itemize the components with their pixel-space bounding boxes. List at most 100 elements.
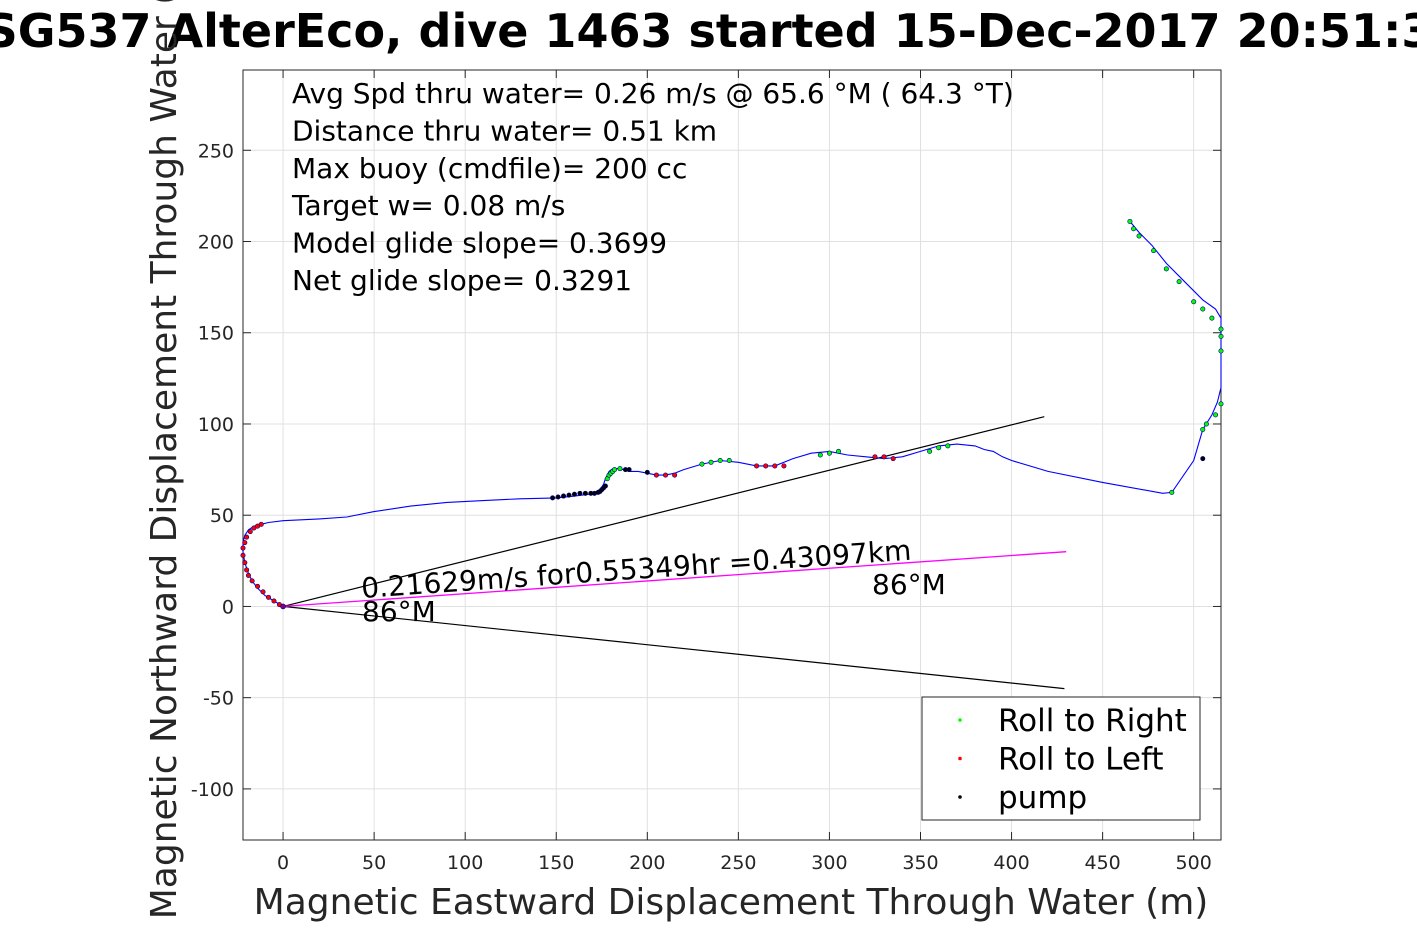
chart-title: SG537 AlterEco, dive 1463 started 15-Dec… xyxy=(0,4,1417,58)
roll-left-point xyxy=(242,560,248,566)
roll-right-point xyxy=(1218,401,1224,407)
pump-point xyxy=(626,467,632,473)
x-axis-label: Magnetic Eastward Displacement Through W… xyxy=(254,882,1209,923)
roll-right-point xyxy=(1151,248,1157,254)
legend-marker xyxy=(958,718,962,722)
y-tick-label: 50 xyxy=(210,505,234,527)
roll-left-point xyxy=(872,454,878,460)
x-tick-label: 200 xyxy=(629,852,665,874)
start-point xyxy=(280,603,286,610)
x-tick-label: 100 xyxy=(447,852,483,874)
roll-left-point xyxy=(244,534,250,540)
roll-right-point xyxy=(612,467,618,473)
roll-left-point xyxy=(890,456,896,462)
pump-point xyxy=(550,495,556,501)
roll-right-point xyxy=(617,466,623,472)
y-tick-label: -100 xyxy=(191,779,234,801)
y-tick-label: 200 xyxy=(198,232,234,254)
roll-right-point xyxy=(1218,333,1224,339)
x-tick-label: 450 xyxy=(1084,852,1120,874)
x-tick-label: 50 xyxy=(362,852,386,874)
roll-left-point xyxy=(781,463,787,469)
roll-right-point xyxy=(1136,233,1142,239)
x-tick-label: 150 xyxy=(538,852,574,874)
roll-right-point xyxy=(1200,306,1206,312)
cone-upper-line xyxy=(282,416,1045,607)
roll-right-point xyxy=(708,459,714,465)
pump-point xyxy=(566,492,572,498)
y-tick-label: 150 xyxy=(198,323,234,345)
x-tick-label: 500 xyxy=(1176,852,1212,874)
roll-left-point xyxy=(271,598,277,604)
roll-left-point xyxy=(265,594,271,600)
roll-right-point xyxy=(1169,489,1175,495)
pump-point xyxy=(561,493,567,499)
roll-left-point xyxy=(249,578,255,584)
x-tick-label: 0 xyxy=(277,852,289,874)
heading-line xyxy=(283,551,1067,608)
legend-box xyxy=(921,696,1201,821)
pump-point xyxy=(644,469,650,475)
roll-left-point xyxy=(258,521,264,527)
roll-right-point xyxy=(1191,299,1197,305)
info-line: Avg Spd thru water= 0.26 m/s @ 65.6 °M (… xyxy=(292,77,1014,110)
roll-right-point xyxy=(1218,348,1224,354)
pump-point xyxy=(555,494,561,500)
roll-left-point xyxy=(245,572,251,578)
roll-right-point xyxy=(817,452,823,458)
info-line: Model glide slope= 0.3699 xyxy=(292,227,667,260)
roll-left-point xyxy=(260,589,266,595)
heading-start-label: 86°M xyxy=(362,595,436,628)
roll-left-point xyxy=(255,583,261,589)
roll-right-point xyxy=(826,450,832,456)
roll-left-point xyxy=(240,545,246,551)
roll-left-point xyxy=(754,463,760,469)
roll-right-point xyxy=(1163,266,1169,272)
y-axis-label: Magnetic Northward Displacement Through … xyxy=(144,0,185,919)
pump-point xyxy=(582,490,588,496)
x-tick-label: 400 xyxy=(993,852,1029,874)
pump-point xyxy=(1200,456,1206,462)
info-line: Distance thru water= 0.51 km xyxy=(292,114,717,147)
data-markers xyxy=(240,218,1224,610)
roll-right-point xyxy=(1131,226,1137,232)
roll-right-point xyxy=(1213,412,1219,418)
roll-left-point xyxy=(653,472,659,478)
legend-label: Roll to Right xyxy=(998,703,1187,739)
roll-right-point xyxy=(945,443,951,449)
roll-right-point xyxy=(717,457,723,463)
legend-label: Roll to Left xyxy=(998,742,1164,778)
cone-lower-line xyxy=(283,605,1065,690)
y-tick-label: 0 xyxy=(222,596,234,618)
roll-right-point xyxy=(1127,218,1133,224)
info-line: Max buoy (cmdfile)= 200 cc xyxy=(292,152,687,185)
x-tick-label: 250 xyxy=(720,852,756,874)
roll-left-point xyxy=(244,567,250,573)
roll-right-point xyxy=(1203,421,1209,427)
roll-left-point xyxy=(881,454,887,460)
pump-point xyxy=(571,491,577,497)
roll-right-point xyxy=(1200,426,1206,432)
x-tick-label: 300 xyxy=(811,852,847,874)
y-tick-label: -50 xyxy=(203,688,234,710)
roll-right-point xyxy=(836,448,842,454)
roll-right-point xyxy=(927,448,933,454)
info-line: Net glide slope= 0.3291 xyxy=(292,264,632,297)
y-tick-label: 250 xyxy=(198,140,234,162)
roll-right-point xyxy=(1176,279,1182,285)
heading-end-label: 86°M xyxy=(872,568,946,601)
roll-right-point xyxy=(726,457,732,463)
roll-right-point xyxy=(936,445,942,451)
roll-left-point xyxy=(763,463,769,469)
roll-left-point xyxy=(772,463,778,469)
roll-left-point xyxy=(663,472,669,478)
roll-left-point xyxy=(672,472,678,478)
roll-left-point xyxy=(242,540,248,546)
roll-left-point xyxy=(247,529,253,535)
x-tick-label: 350 xyxy=(902,852,938,874)
plot-area xyxy=(242,69,1222,841)
axis-ticks: 0 50 100 150 200 250 300 350 400 450 500 -100 -50 0 50… xyxy=(191,70,1221,874)
roll-left-point xyxy=(240,552,246,558)
